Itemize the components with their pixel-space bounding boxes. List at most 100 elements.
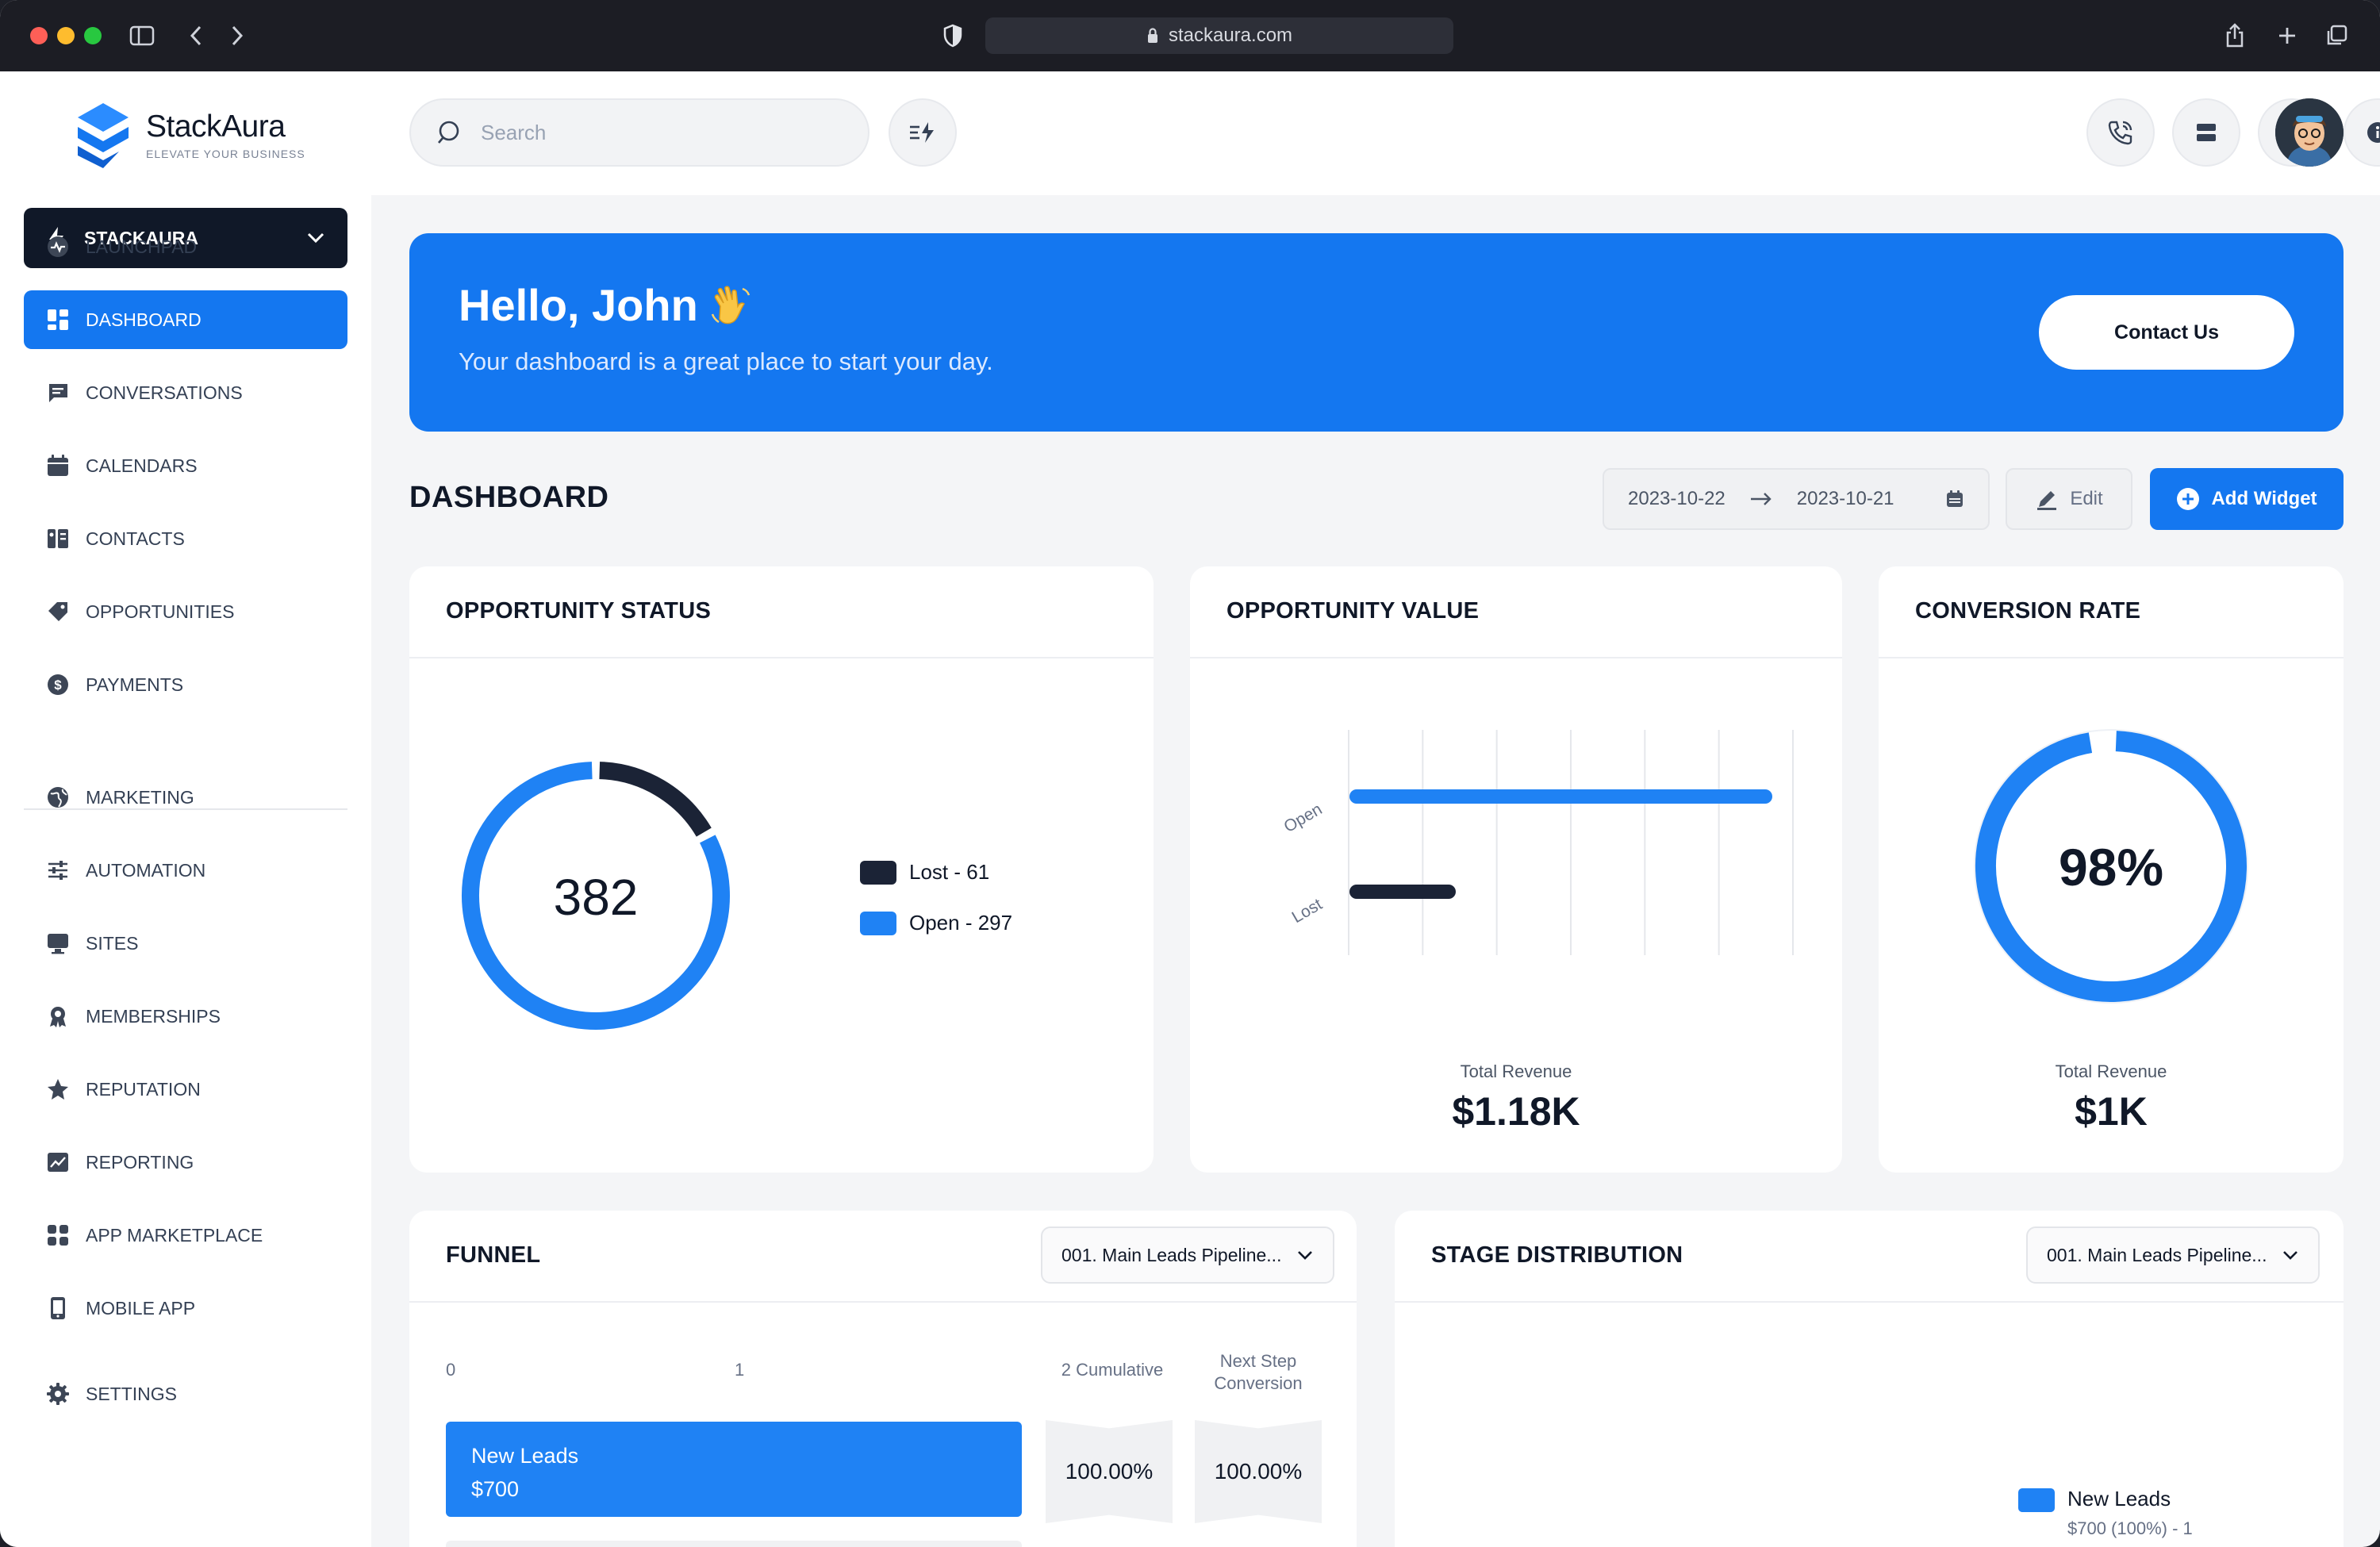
grid-icon bbox=[46, 1223, 70, 1247]
maximize-window-button[interactable] bbox=[84, 27, 102, 44]
account-switcher[interactable]: STACKAURA bbox=[24, 208, 347, 268]
sidebar-item-label: LAUNCHPAD bbox=[86, 236, 198, 257]
pipeline-value: 001. Main Leads Pipeline... bbox=[1061, 1244, 1282, 1265]
card-header: OPPORTUNITY VALUE bbox=[1190, 566, 1842, 658]
edit-label: Edit bbox=[2070, 488, 2103, 509]
add-widget-button[interactable]: Add Widget bbox=[2150, 468, 2344, 530]
donut-slice-open[interactable] bbox=[462, 762, 730, 1030]
date-to: 2023-10-21 bbox=[1796, 488, 1894, 509]
chevron-down-icon bbox=[2283, 1251, 2297, 1260]
card-header: STAGE DISTRIBUTION 001. Main Leads Pipel… bbox=[1395, 1211, 2344, 1303]
sidebar-item-reputation[interactable]: REPUTATION bbox=[24, 1060, 347, 1119]
sidebar-item-label: REPUTATION bbox=[86, 1078, 201, 1100]
card-header: CONVERSION RATE bbox=[1879, 566, 2344, 658]
share-icon[interactable] bbox=[2218, 19, 2251, 52]
minimize-window-button[interactable] bbox=[57, 27, 75, 44]
phone-button[interactable] bbox=[2086, 98, 2155, 167]
sidebar-item-calendars[interactable]: CALENDARS bbox=[24, 436, 347, 495]
chart-icon bbox=[46, 1150, 70, 1174]
sidebar-item-app-marketplace[interactable]: APP MARKETPLACE bbox=[24, 1206, 347, 1265]
next-step-line-2: Conversion bbox=[1214, 1373, 1303, 1393]
quick-actions-button[interactable] bbox=[889, 98, 957, 167]
calendar-icon bbox=[1947, 490, 1963, 507]
conversion-rate-value: 98% bbox=[2059, 838, 2163, 896]
opportunity-status-card: OPPORTUNITY STATUS 382 Lost - 61 Open - … bbox=[409, 566, 1154, 1173]
sidebar-item-conversations[interactable]: CONVERSATIONS bbox=[24, 363, 347, 422]
legend-label: Open - 297 bbox=[909, 911, 1013, 935]
waving-hand-icon bbox=[711, 285, 750, 324]
conversion-total-label: Total Revenue bbox=[2055, 1061, 2167, 1081]
new-tab-icon[interactable] bbox=[2271, 19, 2304, 52]
chevron-down-icon bbox=[1298, 1251, 1312, 1260]
pipeline-value: 001. Main Leads Pipeline... bbox=[2047, 1244, 2267, 1265]
pencil-icon bbox=[2037, 491, 2057, 510]
server-button[interactable] bbox=[2172, 98, 2240, 167]
sidebar-item-label: SITES bbox=[86, 932, 139, 954]
search-icon bbox=[438, 121, 459, 144]
chat-icon bbox=[46, 381, 70, 405]
avatar-illustration-icon bbox=[2275, 98, 2344, 167]
conversion-total-value: $1K bbox=[2075, 1089, 2148, 1134]
date-range-picker[interactable]: 2023-10-22 2023-10-21 bbox=[1603, 468, 1990, 530]
close-window-button[interactable] bbox=[30, 27, 48, 44]
dashboard-icon bbox=[46, 308, 70, 332]
address-bar[interactable]: stackaura.com bbox=[985, 17, 1453, 54]
funnel-stage-name: New Leads bbox=[471, 1444, 579, 1468]
back-icon[interactable] bbox=[179, 19, 213, 52]
sidebar-item-label: REPORTING bbox=[86, 1151, 194, 1173]
brand-tagline: ELEVATE YOUR BUSINESS bbox=[146, 148, 305, 160]
opportunity-status-donut: 382 bbox=[462, 762, 730, 1030]
sidebar-toggle-icon[interactable] bbox=[125, 19, 159, 52]
forward-icon[interactable] bbox=[221, 19, 254, 52]
date-from: 2023-10-22 bbox=[1628, 488, 1726, 509]
user-avatar[interactable] bbox=[2275, 98, 2344, 167]
sidebar-item-settings[interactable]: SETTINGS bbox=[24, 1365, 347, 1423]
svg-text:$: $ bbox=[54, 678, 62, 693]
opportunity-value-bar-chart: $0$200$400$600$800$1K$1.2KOpenLost bbox=[1281, 730, 1794, 955]
sidebar-item-automation[interactable]: AUTOMATION bbox=[24, 841, 347, 900]
funnel-stage-bar[interactable]: New Leads $700 bbox=[446, 1422, 1022, 1517]
gear-icon bbox=[46, 1382, 70, 1406]
funnel-pipeline-select[interactable]: 001. Main Leads Pipeline... bbox=[1041, 1226, 1334, 1284]
shield-icon[interactable] bbox=[936, 19, 969, 52]
sidebar-item-dashboard[interactable]: DASHBOARD bbox=[24, 290, 347, 349]
funnel-next-stage-bar bbox=[446, 1541, 1022, 1547]
brand-logo[interactable]: StackAura ELEVATE YOUR BUSINESS bbox=[73, 100, 305, 170]
sidebar-item-payments[interactable]: $ PAYMENTS bbox=[24, 655, 347, 714]
sidebar-item-label: CALENDARS bbox=[86, 455, 198, 476]
funnel-col-0: 0 bbox=[446, 1360, 456, 1380]
greeting-subtitle: Your dashboard is a great place to start… bbox=[459, 347, 993, 375]
add-widget-label: Add Widget bbox=[2211, 488, 2317, 509]
sidebar-item-contacts[interactable]: CONTACTS bbox=[24, 509, 347, 568]
funnel-col-1: 1 bbox=[735, 1360, 745, 1380]
sidebar-item-memberships[interactable]: MEMBERSHIPS bbox=[24, 987, 347, 1046]
stage-pipeline-select[interactable]: 001. Main Leads Pipeline... bbox=[2026, 1226, 2320, 1284]
search-box[interactable] bbox=[409, 98, 869, 167]
info-button[interactable] bbox=[2344, 98, 2380, 167]
donut-slice-lost[interactable] bbox=[599, 762, 712, 837]
contact-us-button[interactable]: Contact Us bbox=[2039, 295, 2294, 370]
conversion-rate-card: CONVERSION RATE 98% Total Revenue $1K bbox=[1879, 566, 2344, 1173]
donut-track bbox=[1974, 729, 2248, 1004]
sidebar-item-opportunities[interactable]: OPPORTUNITIES bbox=[24, 582, 347, 641]
sidebar-item-mobile-app[interactable]: MOBILE APP bbox=[24, 1279, 347, 1338]
sidebar-item-label: SETTINGS bbox=[86, 1383, 178, 1404]
sidebar-item-launchpad[interactable]: LAUNCHPAD bbox=[24, 217, 347, 276]
tabs-overview-icon[interactable] bbox=[2320, 19, 2353, 52]
url-text: stackaura.com bbox=[1168, 25, 1293, 46]
search-input[interactable] bbox=[481, 120, 830, 145]
sidebar-item-label: OPPORTUNITIES bbox=[86, 601, 235, 622]
stage-legend-swatch bbox=[2018, 1488, 2055, 1512]
server-icon bbox=[2197, 124, 2216, 141]
arrow-right-icon bbox=[1750, 493, 1772, 505]
contacts-icon bbox=[46, 527, 70, 551]
sidebar-item-label: PAYMENTS bbox=[86, 674, 184, 695]
donut-slice-converted[interactable] bbox=[1975, 731, 2247, 1002]
sidebar-item-marketing[interactable]: MARKETING bbox=[24, 768, 347, 827]
total-revenue-label: Total Revenue bbox=[1460, 1061, 1572, 1081]
stage-distribution-card: STAGE DISTRIBUTION 001. Main Leads Pipel… bbox=[1395, 1211, 2344, 1547]
sidebar-item-sites[interactable]: SITES bbox=[24, 914, 347, 973]
sidebar-item-label: APP MARKETPLACE bbox=[86, 1224, 263, 1246]
edit-dashboard-button[interactable]: Edit bbox=[2006, 468, 2132, 530]
sidebar-item-reporting[interactable]: REPORTING bbox=[24, 1133, 347, 1192]
